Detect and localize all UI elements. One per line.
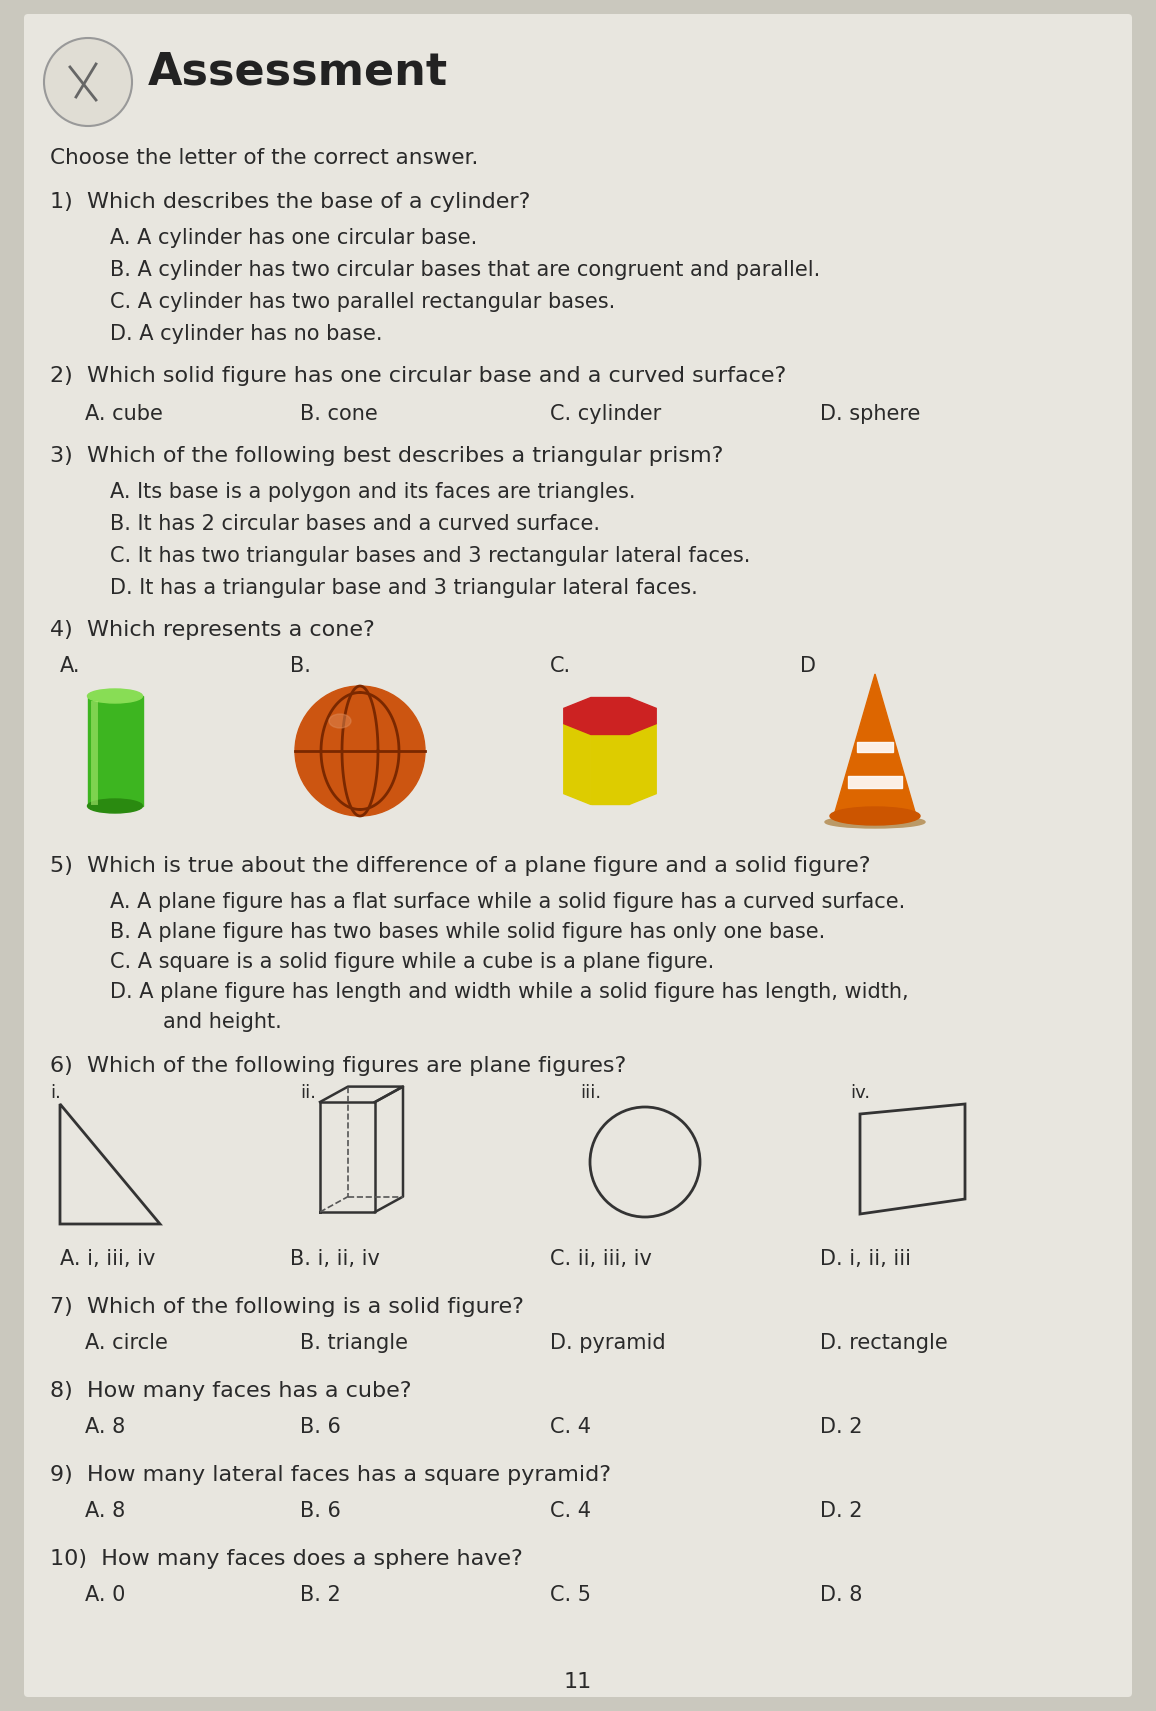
Text: 5)  Which is true about the difference of a plane figure and a solid figure?: 5) Which is true about the difference of… [50,856,870,876]
Text: C. 4: C. 4 [550,1417,591,1437]
Text: 8)  How many faces has a cube?: 8) How many faces has a cube? [50,1381,412,1401]
Text: C.: C. [550,655,571,676]
Text: C. A square is a solid figure while a cube is a plane figure.: C. A square is a solid figure while a cu… [110,951,714,972]
Text: B. triangle: B. triangle [301,1333,408,1353]
Text: ii.: ii. [301,1085,316,1102]
Ellipse shape [329,713,351,727]
Text: B. cone: B. cone [301,404,378,424]
Text: 6)  Which of the following figures are plane figures?: 6) Which of the following figures are pl… [50,1056,627,1076]
Text: A. A cylinder has one circular base.: A. A cylinder has one circular base. [110,228,477,248]
Text: D. It has a triangular base and 3 triangular lateral faces.: D. It has a triangular base and 3 triang… [110,578,698,599]
Polygon shape [591,734,629,804]
Text: C. 4: C. 4 [550,1501,591,1521]
Text: A. cube: A. cube [86,404,163,424]
Polygon shape [564,698,657,734]
Text: D: D [800,655,816,676]
Text: D. 2: D. 2 [820,1417,862,1437]
Text: A. 0: A. 0 [86,1584,125,1605]
Text: i.: i. [50,1085,61,1102]
Polygon shape [564,724,591,804]
Ellipse shape [825,816,925,828]
Text: A. circle: A. circle [86,1333,168,1353]
Text: B. A cylinder has two circular bases that are congruent and parallel.: B. A cylinder has two circular bases tha… [110,260,821,281]
Bar [857,741,892,751]
Text: 4)  Which represents a cone?: 4) Which represents a cone? [50,619,375,640]
Bar [88,696,143,806]
Polygon shape [629,724,657,804]
Text: Assessment: Assessment [148,51,449,94]
Text: 3)  Which of the following best describes a triangular prism?: 3) Which of the following best describes… [50,447,724,465]
Bar [847,777,902,789]
Circle shape [295,686,425,816]
Text: 10)  How many faces does a sphere have?: 10) How many faces does a sphere have? [50,1548,523,1569]
Text: B. 2: B. 2 [301,1584,341,1605]
Text: iii.: iii. [580,1085,601,1102]
Text: 1)  Which describes the base of a cylinder?: 1) Which describes the base of a cylinde… [50,192,531,212]
Text: iv.: iv. [850,1085,870,1102]
Text: and height.: and height. [110,1011,282,1032]
Text: 9)  How many lateral faces has a square pyramid?: 9) How many lateral faces has a square p… [50,1465,612,1485]
Text: B. 6: B. 6 [301,1501,341,1521]
Ellipse shape [88,799,142,813]
Text: 7)  Which of the following is a solid figure?: 7) Which of the following is a solid fig… [50,1297,524,1317]
Text: A. 8: A. 8 [86,1417,125,1437]
Text: D. A plane figure has length and width while a solid figure has length, width,: D. A plane figure has length and width w… [110,982,909,1003]
Text: B. A plane figure has two bases while solid figure has only one base.: B. A plane figure has two bases while so… [110,922,825,943]
Text: D. rectangle: D. rectangle [820,1333,948,1353]
Text: A. A plane figure has a flat surface while a solid figure has a curved surface.: A. A plane figure has a flat surface whi… [110,891,905,912]
Circle shape [44,38,132,127]
Text: B.: B. [290,655,311,676]
Text: A. i, iii, iv: A. i, iii, iv [60,1249,155,1270]
Ellipse shape [88,690,142,703]
Text: D. 2: D. 2 [820,1501,862,1521]
Text: A. 8: A. 8 [86,1501,125,1521]
Text: D. sphere: D. sphere [820,404,920,424]
Text: Choose the letter of the correct answer.: Choose the letter of the correct answer. [50,147,479,168]
Text: C. ii, iii, iv: C. ii, iii, iv [550,1249,652,1270]
Text: B. i, ii, iv: B. i, ii, iv [290,1249,380,1270]
Text: C. cylinder: C. cylinder [550,404,661,424]
Text: C. 5: C. 5 [550,1584,591,1605]
Text: C. A cylinder has two parallel rectangular bases.: C. A cylinder has two parallel rectangul… [110,293,615,311]
Text: D. A cylinder has no base.: D. A cylinder has no base. [110,323,383,344]
Text: A.: A. [60,655,81,676]
Text: D. 8: D. 8 [820,1584,862,1605]
Text: C. It has two triangular bases and 3 rectangular lateral faces.: C. It has two triangular bases and 3 rec… [110,546,750,566]
Ellipse shape [830,808,920,825]
Text: 11: 11 [564,1672,592,1692]
Text: B. 6: B. 6 [301,1417,341,1437]
Polygon shape [835,674,916,813]
Text: 2)  Which solid figure has one circular base and a curved surface?: 2) Which solid figure has one circular b… [50,366,786,387]
FancyBboxPatch shape [24,14,1132,1697]
Text: D. i, ii, iii: D. i, ii, iii [820,1249,911,1270]
Text: B. It has 2 circular bases and a curved surface.: B. It has 2 circular bases and a curved … [110,513,600,534]
Text: D. pyramid: D. pyramid [550,1333,666,1353]
Text: A. Its base is a polygon and its faces are triangles.: A. Its base is a polygon and its faces a… [110,483,636,501]
